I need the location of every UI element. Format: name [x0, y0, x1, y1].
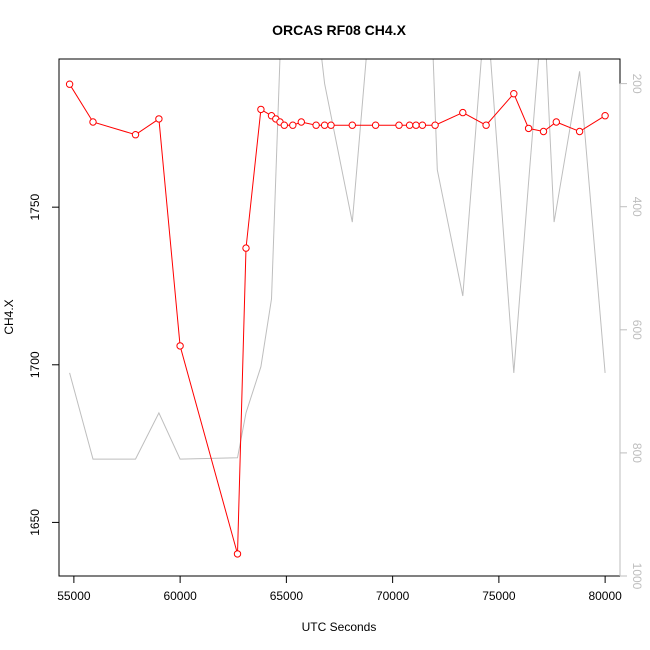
- x-tick-label: 80000: [588, 589, 622, 603]
- ch4-data-point: [65, 80, 74, 88]
- y-tick-label: 1750: [28, 193, 42, 220]
- ch4-data-point: [289, 121, 297, 129]
- y2-tick-label: 1000: [630, 563, 644, 590]
- ch4-data-point: [89, 118, 97, 126]
- x-tick-label: 65000: [270, 589, 304, 603]
- y2-tick-label: 800: [630, 443, 644, 463]
- ch4-data-point: [242, 244, 250, 252]
- x-axis: 55000 60000 65000 70000 75000 80000: [57, 575, 622, 603]
- ch4-data-point: [405, 121, 414, 129]
- pressure-series-line: [69, 59, 606, 460]
- ch4-data-point: [395, 121, 403, 129]
- plot-area: [65, 59, 609, 558]
- ch4-data-point: [257, 105, 265, 114]
- y-axis: 1650 1700 1750: [28, 193, 60, 536]
- ch4-data-point: [320, 121, 329, 129]
- ch4-data-point: [418, 121, 427, 129]
- ch4-data-point: [539, 127, 548, 136]
- ch4-data-point: [348, 121, 356, 129]
- ch4-data-point: [327, 121, 335, 129]
- ch4-data-point: [459, 108, 467, 117]
- x-tick-label: 70000: [376, 589, 410, 603]
- ch4-data-point: [552, 118, 560, 126]
- series-ch4: [65, 80, 609, 558]
- ch4-data-point: [412, 121, 420, 129]
- ch4-data-point: [280, 121, 288, 129]
- ch4-data-point: [524, 124, 533, 133]
- x-tick-label: 75000: [482, 589, 516, 603]
- ch4-data-point: [176, 342, 184, 350]
- plot-frame: [58, 58, 621, 577]
- ch4-data-point: [371, 121, 380, 129]
- ch4-data-point: [601, 112, 609, 120]
- ch4-data-point: [297, 118, 305, 126]
- x-axis-label: UTC Seconds: [302, 620, 377, 634]
- ch4-data-point: [575, 127, 584, 136]
- ch4-data-point: [312, 121, 320, 129]
- x-tick-label: 60000: [163, 589, 197, 603]
- y2-axis-right: 200 400 600 800 1000: [619, 74, 644, 590]
- ch4-data-point: [131, 131, 140, 139]
- x-tick-label: 55000: [57, 589, 91, 603]
- ch4-data-point: [482, 121, 490, 129]
- y-tick-label: 1700: [28, 351, 42, 378]
- y2-tick-label: 600: [630, 320, 644, 340]
- series-pressure: [69, 59, 606, 460]
- y2-tick-label: 200: [630, 74, 644, 94]
- ch4-data-point: [155, 115, 163, 123]
- ch4-series-line: [69, 83, 606, 555]
- y-tick-label: 1650: [28, 509, 42, 536]
- ch4-data-point: [431, 121, 439, 129]
- ch4-data-point: [233, 550, 242, 558]
- y-axis-label: CH4.X: [2, 299, 16, 334]
- y2-tick-label: 400: [630, 197, 644, 217]
- chart-title: ORCAS RF08 CH4.X: [272, 22, 406, 38]
- ch4-data-point: [510, 90, 518, 98]
